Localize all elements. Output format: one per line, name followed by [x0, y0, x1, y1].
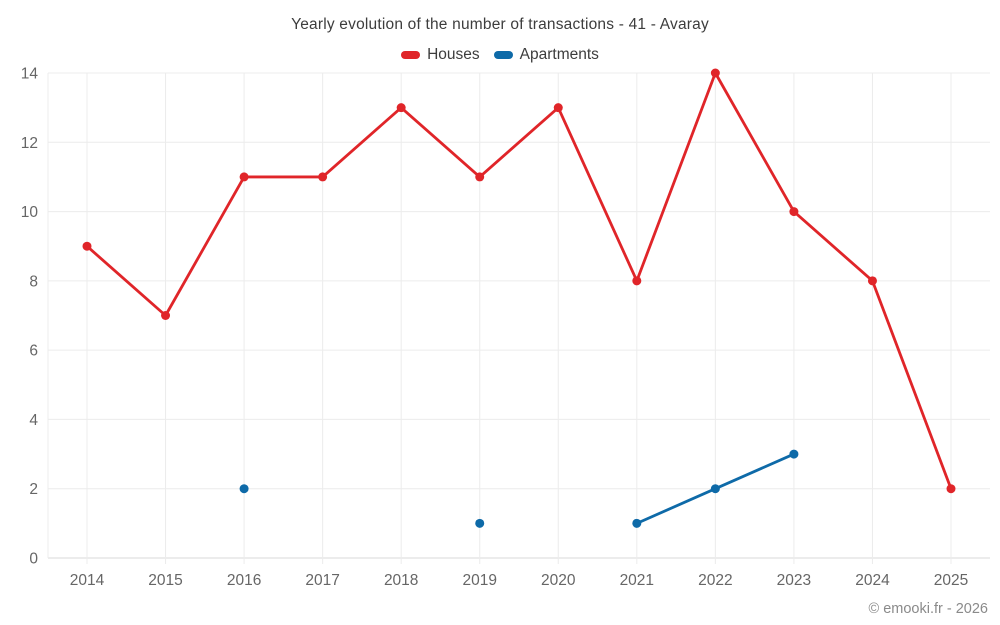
y-tick-label: 2	[29, 481, 38, 498]
x-tick-label: 2024	[855, 572, 890, 589]
y-tick-label: 6	[29, 343, 38, 360]
data-point-houses-2025[interactable]	[946, 484, 956, 494]
y-tick-label: 0	[29, 551, 38, 568]
legend-item-apartments[interactable]: Apartments	[493, 46, 599, 64]
data-point-apartments-2022[interactable]	[710, 484, 720, 494]
data-point-houses-2016[interactable]	[239, 172, 249, 182]
x-tick-label: 2014	[70, 572, 105, 589]
x-tick-label: 2020	[541, 572, 576, 589]
data-point-houses-2017[interactable]	[318, 172, 328, 182]
x-tick-label: 2019	[462, 572, 496, 589]
series-line-houses[interactable]	[85, 71, 953, 491]
data-point-houses-2022[interactable]	[710, 68, 720, 78]
y-tick-label: 10	[21, 204, 39, 221]
x-tick-label: 2025	[934, 572, 968, 589]
data-point-apartments-2021[interactable]	[632, 518, 642, 528]
data-point-apartments-2016[interactable]	[239, 484, 249, 494]
data-point-houses-2018[interactable]	[396, 103, 406, 113]
legend-label: Apartments	[519, 46, 599, 63]
data-point-houses-2023[interactable]	[789, 207, 799, 217]
x-tick-label: 2023	[777, 572, 811, 589]
data-point-apartments-2019[interactable]	[475, 518, 485, 528]
x-tick-label: 2016	[227, 572, 261, 589]
legend-label: Houses	[427, 46, 480, 63]
data-point-houses-2019[interactable]	[475, 172, 485, 182]
data-point-houses-2014[interactable]	[82, 241, 92, 251]
x-tick-label: 2021	[620, 572, 654, 589]
legend-item-houses[interactable]: Houses	[401, 46, 480, 64]
y-tick-label: 8	[29, 273, 38, 290]
x-tick-label: 2015	[148, 572, 182, 589]
legend-swatch-houses	[401, 51, 421, 59]
data-point-houses-2024[interactable]	[867, 276, 877, 286]
data-point-houses-2021[interactable]	[632, 276, 642, 286]
y-tick-label: 12	[21, 135, 38, 152]
y-tick-label: 14	[21, 66, 39, 83]
data-point-houses-2015[interactable]	[161, 311, 171, 320]
footer-credit: © emooki.fr - 2026	[868, 601, 988, 617]
y-tick-label: 4	[29, 412, 38, 429]
data-point-houses-2020[interactable]	[553, 103, 563, 113]
x-tick-label: 2018	[384, 572, 418, 589]
x-tick-label: 2022	[698, 572, 732, 589]
data-point-apartments-2023[interactable]	[789, 449, 799, 459]
chart-legend: Houses Apartments	[0, 46, 1000, 64]
chart-title: Yearly evolution of the number of transa…	[291, 16, 709, 33]
x-tick-label: 2017	[305, 572, 339, 589]
legend-swatch-apartments	[493, 51, 513, 59]
